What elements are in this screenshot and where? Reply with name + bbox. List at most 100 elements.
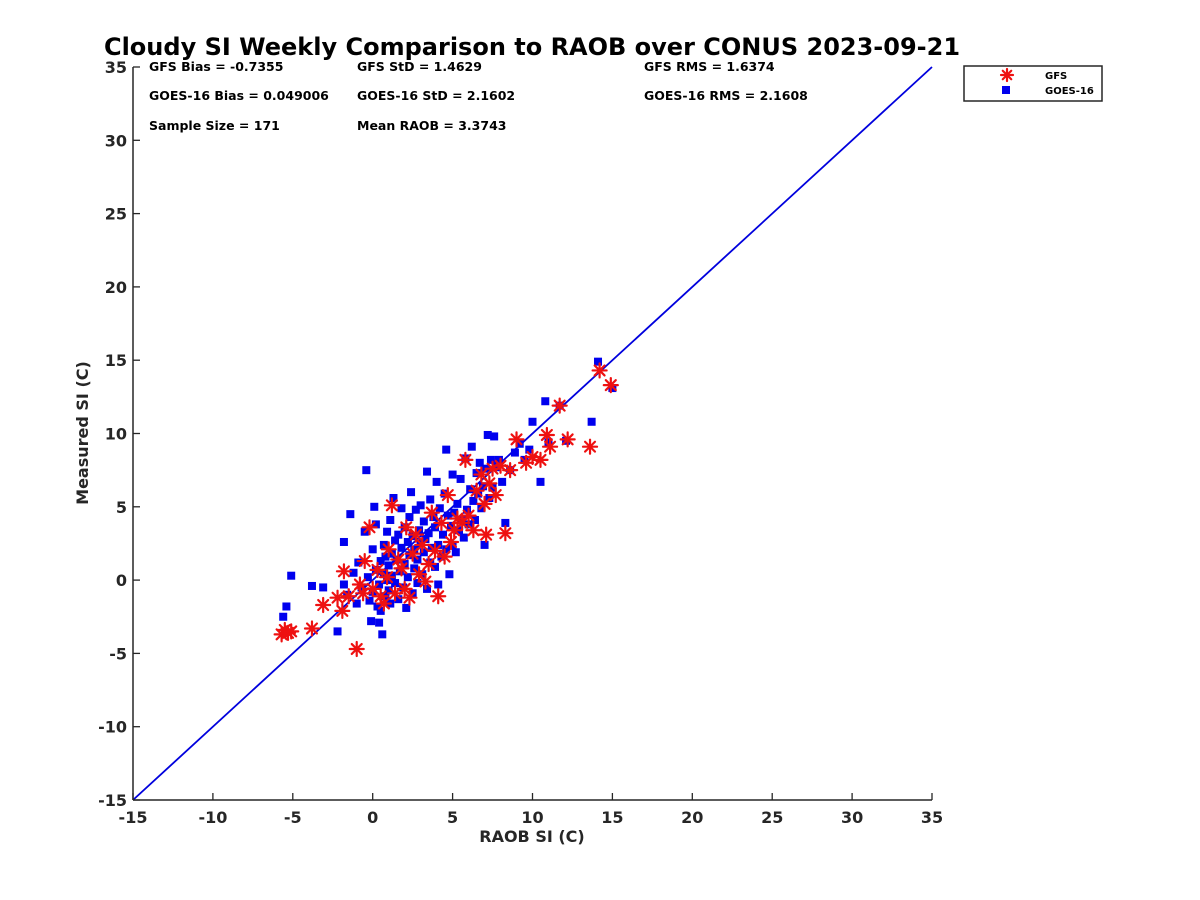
goes16-point <box>440 489 449 498</box>
goes16-point <box>419 517 428 526</box>
goes16-point <box>466 485 475 494</box>
gfs-point <box>436 548 453 565</box>
goes16-point <box>483 430 492 439</box>
stat-mean-raob: Mean RAOB = 3.3743 <box>357 118 506 133</box>
y-ticks: -15 -10 -5 0 5 10 15 20 25 30 35 <box>98 58 140 810</box>
gfs-point <box>433 514 450 532</box>
goes16-point <box>486 455 495 464</box>
gfs-point <box>375 595 392 612</box>
gfs-point <box>508 431 525 448</box>
goes16-point <box>375 618 384 627</box>
goes16-point <box>432 477 441 486</box>
stat-sample-size: Sample Size = 171 <box>149 118 280 133</box>
y-tick-label: 0 <box>116 571 127 590</box>
goes16-point <box>498 477 507 486</box>
goes16-point <box>528 417 537 426</box>
gfs-point <box>581 438 599 455</box>
goes16-point <box>386 515 395 524</box>
goes16-point <box>362 466 371 475</box>
goes16-point <box>439 530 448 539</box>
gfs-point <box>315 596 332 614</box>
goes16-point <box>282 602 291 611</box>
goes16-point <box>381 552 390 561</box>
goes16-point <box>445 570 454 579</box>
gfs-point <box>532 451 549 468</box>
goes16-point <box>491 463 500 472</box>
goes16-point <box>501 518 510 527</box>
gfs-point <box>468 482 485 499</box>
goes16-point <box>363 573 372 582</box>
legend-goes16-label: GOES-16 <box>1045 86 1094 97</box>
goes16-point <box>391 536 400 545</box>
goes16-point <box>442 445 451 454</box>
gfs-point <box>541 438 559 455</box>
goes16-point <box>525 445 534 454</box>
x-tick-label: 5 <box>447 808 458 827</box>
goes16-point <box>384 586 393 595</box>
gfs-point <box>398 519 415 536</box>
goes16-point <box>421 535 430 544</box>
goes16-point <box>411 505 420 514</box>
goes16-point <box>354 558 363 567</box>
gfs-point <box>465 522 482 539</box>
legend-gfs-asterisk <box>999 67 1015 83</box>
legend-goes16-marker <box>1002 86 1010 94</box>
goes16-point <box>544 438 553 447</box>
goes16-point <box>373 602 382 611</box>
gfs-point <box>380 541 397 558</box>
goes16-point <box>510 448 519 457</box>
y-tick-label: 15 <box>105 351 127 370</box>
gfs-point <box>378 569 396 586</box>
stat-gfs-std: GFS StD = 1.4629 <box>357 59 482 74</box>
x-tick-label: 15 <box>601 808 623 827</box>
x-tick-label: 25 <box>761 808 783 827</box>
y-tick-label: -15 <box>98 791 127 810</box>
stat-gfs-rms: GFS RMS = 1.6374 <box>644 59 775 74</box>
gfs-point <box>407 526 424 543</box>
goes16-point <box>426 495 435 504</box>
goes16-point <box>378 630 387 639</box>
gfs-point <box>426 542 444 559</box>
goes16-point <box>413 579 422 588</box>
x-tick-label: -10 <box>198 808 227 827</box>
goes16-point <box>419 548 428 557</box>
goes16-point <box>387 571 396 580</box>
goes16-point <box>424 529 433 538</box>
gfs-series <box>273 362 619 658</box>
goes16-point <box>346 510 355 519</box>
gfs-point <box>423 504 440 521</box>
gfs-point <box>551 397 568 414</box>
x-tick-label: 20 <box>681 808 703 827</box>
x-tick-label: 10 <box>521 808 543 827</box>
y-tick-label: 5 <box>116 498 127 517</box>
goes16-point <box>456 474 465 483</box>
goes16-point <box>397 504 406 513</box>
gfs-point <box>361 519 378 536</box>
plot-area <box>132 66 933 801</box>
gfs-point <box>481 475 498 492</box>
goes16-point <box>408 532 417 541</box>
goes16-point <box>405 513 414 522</box>
goes16-point <box>376 606 385 615</box>
goes16-point <box>307 581 316 590</box>
gfs-point <box>393 560 410 577</box>
gfs-point <box>497 525 514 542</box>
goes16-point <box>490 432 499 441</box>
goes16-point <box>442 545 451 554</box>
stat-gfs-bias: GFS Bias = -0.7355 <box>149 59 283 74</box>
goes16-point <box>443 511 452 520</box>
goes16-point <box>405 551 414 560</box>
legend-gfs-label: GFS <box>1045 71 1067 82</box>
goes16-point <box>434 540 443 549</box>
goes16-point <box>423 584 432 593</box>
one-to-one-line <box>132 66 933 801</box>
y-tick-label: 30 <box>105 131 127 150</box>
gfs-point <box>559 431 576 448</box>
gfs-point <box>439 486 456 504</box>
legend-box <box>963 65 1103 102</box>
goes16-point <box>435 504 444 513</box>
goes16-point <box>368 545 377 554</box>
goes16-point <box>394 530 403 539</box>
gfs-point <box>334 602 351 619</box>
